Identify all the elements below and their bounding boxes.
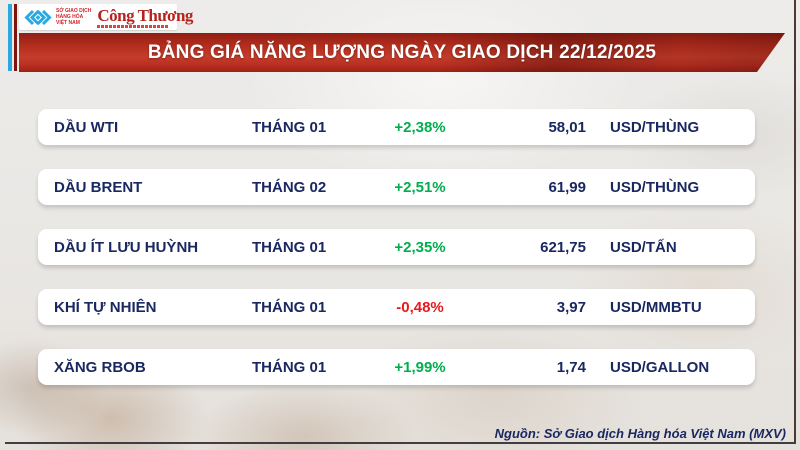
- price-cell: 3,97: [556, 298, 586, 316]
- table-row: DẦU WTI THÁNG 01 +2,38% 58,01 USD/THÙNG: [38, 109, 755, 145]
- contract-cell: THÁNG 01: [252, 238, 327, 256]
- commodity-cell: DẦU BRENT: [54, 178, 143, 196]
- unit-cell: USD/GALLON: [610, 358, 710, 376]
- unit-cell: USD/MMBTU: [610, 298, 702, 316]
- page-title: BẢNG GIÁ NĂNG LƯỢNG NGÀY GIAO DỊCH 22/12…: [147, 41, 657, 63]
- bottom-frame-line: [5, 442, 794, 444]
- contract-cell: THÁNG 02: [252, 178, 327, 196]
- table-row: KHÍ TỰ NHIÊN THÁNG 01 -0,48% 3,97 USD/MM…: [38, 289, 755, 325]
- unit-cell: USD/THÙNG: [610, 178, 700, 196]
- contract-cell: THÁNG 01: [252, 298, 327, 316]
- right-frame-line: [794, 0, 796, 444]
- commodity-cell: KHÍ TỰ NHIÊN: [54, 298, 157, 316]
- table-row: DẦU ÍT LƯU HUỲNH THÁNG 01 +2,35% 621,75 …: [38, 229, 755, 265]
- title-banner: BẢNG GIÁ NĂNG LƯỢNG NGÀY GIAO DỊCH 22/12…: [19, 33, 785, 72]
- change-cell: +2,38%: [394, 118, 446, 136]
- table-row: DẦU BRENT THÁNG 02 +2,51% 61,99 USD/THÙN…: [38, 169, 755, 205]
- unit-cell: USD/TẤN: [610, 238, 677, 256]
- contract-cell: THÁNG 01: [252, 358, 327, 376]
- unit-cell: USD/THÙNG: [610, 118, 700, 136]
- price-cell: 61,99: [548, 178, 586, 196]
- commodity-cell: XĂNG RBOB: [54, 358, 146, 376]
- table-row: XĂNG RBOB THÁNG 01 +1,99% 1,74 USD/GALLO…: [38, 349, 755, 385]
- congthuong-logo: Công Thương: [97, 7, 193, 28]
- left-accent-stripe-maroon: [14, 4, 17, 71]
- commodity-cell: DẦU WTI: [54, 118, 119, 136]
- left-accent-stripe-cyan: [8, 4, 12, 71]
- price-cell: 58,01: [548, 118, 586, 136]
- price-cell: 1,74: [556, 358, 586, 376]
- commodity-cell: DẦU ÍT LƯU HUỲNH: [54, 238, 199, 256]
- change-cell: +2,35%: [394, 238, 446, 256]
- change-cell: +2,51%: [394, 178, 446, 196]
- change-cell: +1,99%: [394, 358, 446, 376]
- change-cell: -0,48%: [396, 298, 444, 316]
- source-note: Nguồn: Sở Giao dịch Hàng hóa Việt Nam (M…: [494, 426, 786, 441]
- mxv-logo-text: SỞ GIAO DỊCH HÀNG HÓA VIỆT NAM: [56, 8, 92, 26]
- price-cell: 621,75: [540, 238, 586, 256]
- logo-box: SỞ GIAO DỊCH HÀNG HÓA VIỆT NAM Công Thươ…: [19, 4, 193, 30]
- mxv-logo-icon: [23, 8, 53, 27]
- contract-cell: THÁNG 01: [252, 118, 327, 136]
- price-table: DẦU WTI THÁNG 01 +2,38% 58,01 USD/THÙNG …: [38, 109, 755, 385]
- congthuong-logo-title: Công Thương: [97, 5, 193, 25]
- congthuong-logo-subline: [97, 24, 170, 28]
